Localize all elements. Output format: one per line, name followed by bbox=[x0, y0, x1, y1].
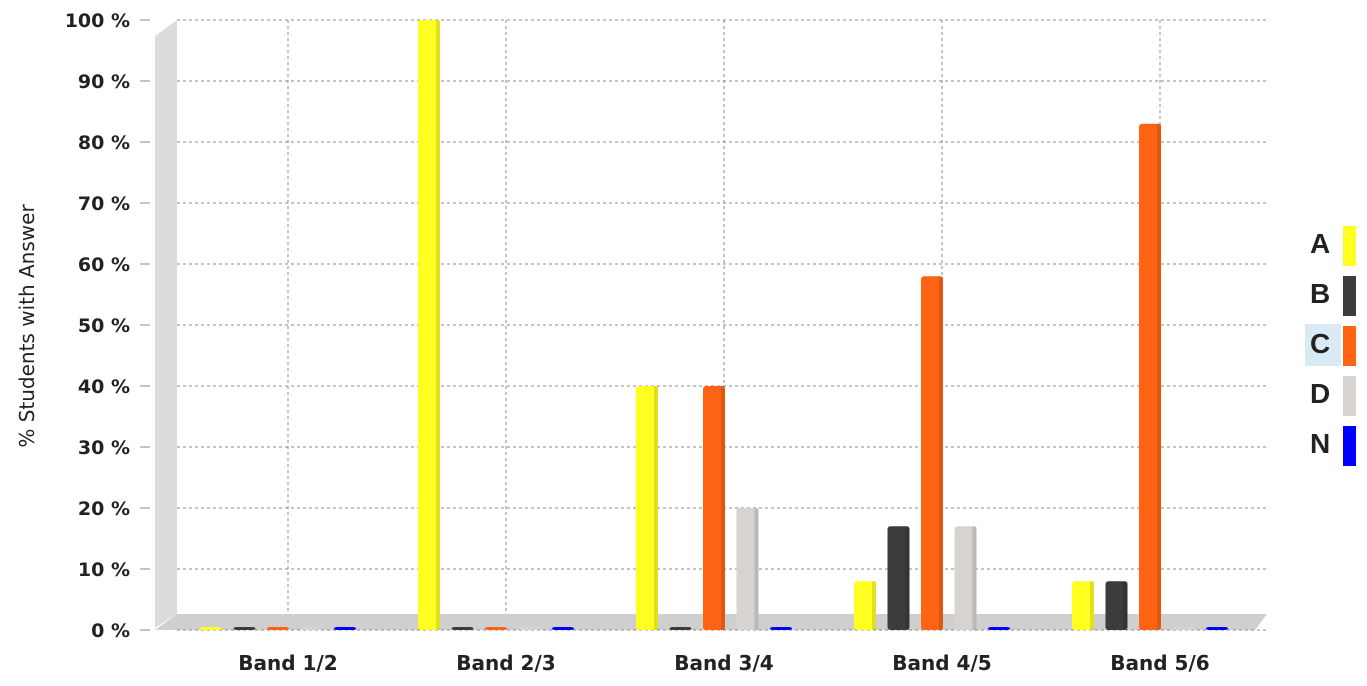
y-tick-label: 10 % bbox=[78, 559, 130, 581]
y-tick-label: 80 % bbox=[78, 132, 130, 154]
bar-d bbox=[954, 526, 977, 630]
bar-c bbox=[485, 627, 507, 630]
bar-a bbox=[1072, 581, 1094, 630]
bar-shade bbox=[939, 276, 943, 630]
x-category-label: Band 2/3 bbox=[456, 651, 555, 675]
legend-swatch bbox=[1343, 426, 1356, 466]
bar-c bbox=[267, 627, 289, 630]
legend-swatch bbox=[1343, 226, 1356, 266]
bar-a bbox=[418, 20, 440, 630]
bar-shade bbox=[1090, 581, 1094, 630]
bar-shade bbox=[436, 20, 440, 630]
bar-shade bbox=[721, 386, 725, 630]
bar-n bbox=[1206, 627, 1228, 630]
legend-label: N bbox=[1310, 428, 1331, 459]
bar-a bbox=[200, 627, 222, 630]
legend-label: A bbox=[1310, 228, 1331, 259]
bar-shade bbox=[872, 581, 876, 630]
legend-label: D bbox=[1310, 378, 1331, 409]
bar-b bbox=[887, 526, 910, 630]
y-tick-label: 30 % bbox=[78, 437, 130, 459]
bar-shade bbox=[972, 526, 977, 630]
bar-b bbox=[1105, 581, 1128, 630]
legend-item-a[interactable]: A bbox=[1305, 222, 1365, 272]
bar-shade bbox=[1123, 581, 1128, 630]
bar-n bbox=[770, 627, 792, 630]
legend-item-b[interactable]: B bbox=[1305, 272, 1365, 322]
legend-label: C bbox=[1310, 328, 1331, 359]
bar-c bbox=[921, 276, 943, 630]
y-tick-label: 50 % bbox=[78, 315, 130, 337]
left-wall bbox=[155, 20, 177, 628]
bar-d bbox=[300, 627, 323, 630]
y-tick-label: 70 % bbox=[78, 193, 130, 215]
bar-shade bbox=[905, 526, 910, 630]
bar-shade bbox=[1157, 123, 1161, 630]
y-axis-ticks: 0 % 10 % 20 % 30 % 40 % 50 % 60 % 70 % 80 % 90 % 1… bbox=[65, 10, 150, 642]
y-tick-label: 40 % bbox=[78, 376, 130, 398]
bar-c bbox=[1139, 123, 1161, 630]
bar-d bbox=[518, 627, 541, 630]
x-category-label: Band 1/2 bbox=[238, 651, 337, 675]
x-category-label: Band 5/6 bbox=[1110, 651, 1209, 675]
bars bbox=[200, 20, 1228, 630]
bar-d bbox=[1172, 627, 1195, 630]
bar-shade bbox=[754, 508, 759, 630]
y-tick-label: 90 % bbox=[78, 71, 130, 93]
legend-swatch bbox=[1343, 326, 1356, 366]
legend-item-d[interactable]: D bbox=[1305, 372, 1365, 422]
x-axis-categories: Band 1/2 Band 2/3 Band 3/4 Band 4/5 Band 5/6 bbox=[238, 651, 1209, 675]
bar-c bbox=[703, 386, 725, 630]
bar-n bbox=[334, 627, 356, 630]
x-category-label: Band 4/5 bbox=[892, 651, 991, 675]
bar-b bbox=[669, 627, 692, 630]
legend-highlight bbox=[1305, 324, 1341, 366]
bar-a bbox=[854, 581, 876, 630]
bar-n bbox=[988, 627, 1010, 630]
bar-b bbox=[451, 627, 474, 630]
y-tick-label: 20 % bbox=[78, 498, 130, 520]
legend-swatch bbox=[1343, 376, 1356, 416]
bar-d bbox=[736, 508, 759, 630]
bar-n bbox=[552, 627, 574, 630]
bar-a bbox=[636, 386, 658, 630]
bar-shade bbox=[654, 386, 658, 630]
legend-label: B bbox=[1310, 278, 1331, 309]
legend-swatch bbox=[1343, 276, 1356, 316]
y-tick-label: 100 % bbox=[65, 10, 130, 32]
bar-b bbox=[233, 627, 256, 630]
legend-item-c[interactable]: C bbox=[1305, 322, 1365, 372]
x-category-label: Band 3/4 bbox=[674, 651, 773, 675]
y-axis-title: % Students with Answer bbox=[15, 204, 39, 448]
y-tick-label: 60 % bbox=[78, 254, 130, 276]
legend-item-n[interactable]: N bbox=[1305, 422, 1365, 472]
y-tick-label: 0 % bbox=[91, 620, 130, 642]
